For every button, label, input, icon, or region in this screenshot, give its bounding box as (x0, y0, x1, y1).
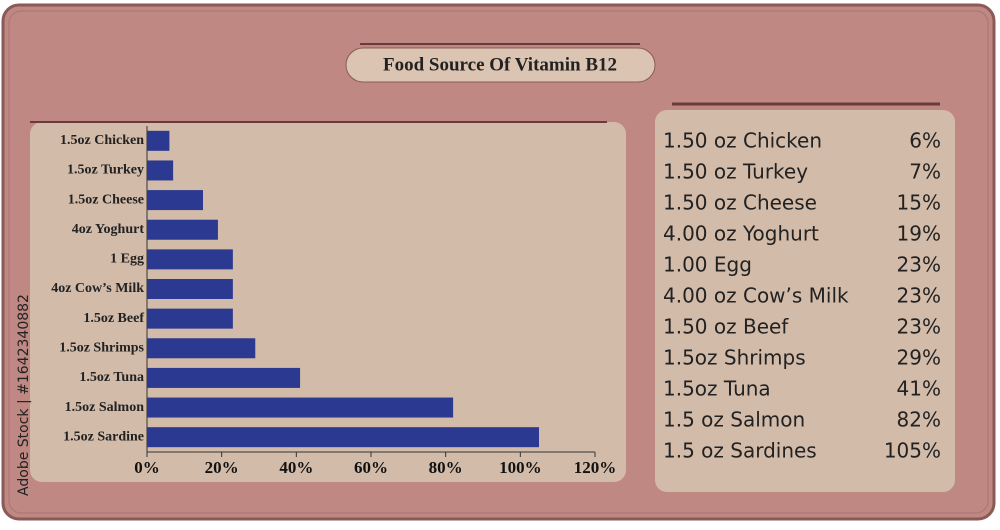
y-tick-label: 1.5oz Sardine (63, 429, 144, 444)
y-tick-label: 1.5oz Beef (83, 311, 144, 326)
bar (147, 367, 301, 388)
y-tick-label: 1.5oz Salmon (65, 400, 145, 415)
table-food: 1.50 oz Cheese (663, 191, 817, 215)
x-tick-label: 100% (499, 458, 542, 477)
table-percent: 15% (897, 191, 941, 215)
table-food: 4.00 oz Yoghurt (663, 222, 819, 246)
y-tick-label: 1.5oz Shrimps (59, 340, 144, 355)
bar (147, 160, 174, 181)
x-tick-label: 80% (429, 458, 463, 477)
table-food: 1.5oz Tuna (663, 377, 771, 401)
y-tick-label: 1 Egg (110, 252, 144, 267)
bar (147, 130, 170, 151)
table-percent: 19% (897, 222, 941, 246)
side-credit: Adobe Stock | #1642340882 (16, 294, 32, 496)
x-tick-label: 60% (354, 458, 388, 477)
chart-title: Food Source Of Vitamin B12 (383, 54, 617, 75)
y-tick-label: 4oz Cow’s Milk (51, 281, 144, 296)
chart-panel (30, 122, 626, 482)
table-percent: 23% (897, 315, 941, 339)
bar (147, 190, 203, 211)
table-percent: 23% (897, 284, 941, 308)
table-food: 1.50 oz Turkey (663, 160, 808, 184)
bar (147, 338, 256, 359)
table-food: 1.00 Egg (663, 253, 752, 277)
y-tick-label: 1.5oz Cheese (68, 192, 144, 207)
y-tick-label: 1.5oz Chicken (60, 133, 144, 148)
table-percent: 105% (884, 439, 941, 463)
x-tick-label: 0% (134, 458, 160, 477)
table-food: 1.50 oz Beef (663, 315, 789, 339)
table-food: 1.5 oz Salmon (663, 408, 805, 432)
bar (147, 397, 454, 418)
table-food: 4.00 oz Cow’s Milk (663, 284, 849, 308)
table-percent: 82% (897, 408, 941, 432)
x-tick-label: 120% (574, 458, 617, 477)
table-percent: 41% (897, 377, 941, 401)
title-pill (345, 47, 656, 83)
table-percent: 29% (897, 346, 941, 370)
table-panel (655, 110, 955, 492)
table-percent: 7% (909, 160, 941, 184)
bar (147, 427, 539, 448)
table-food: 1.5oz Shrimps (663, 346, 806, 370)
inner-border (8, 10, 989, 514)
y-tick-label: 1.5oz Turkey (67, 163, 144, 178)
table-food: 1.50 oz Chicken (663, 129, 822, 153)
y-tick-label: 4oz Yoghurt (72, 222, 145, 237)
table-food: 1.5 oz Sardines (663, 439, 817, 463)
y-tick-label: 1.5oz Tuna (79, 370, 144, 385)
table-percent: 6% (909, 129, 941, 153)
bar (147, 249, 233, 270)
bar (147, 219, 218, 240)
table-percent: 23% (897, 253, 941, 277)
bar (147, 308, 233, 329)
x-tick-label: 20% (205, 458, 239, 477)
x-tick-label: 40% (279, 458, 313, 477)
bar (147, 279, 233, 299)
